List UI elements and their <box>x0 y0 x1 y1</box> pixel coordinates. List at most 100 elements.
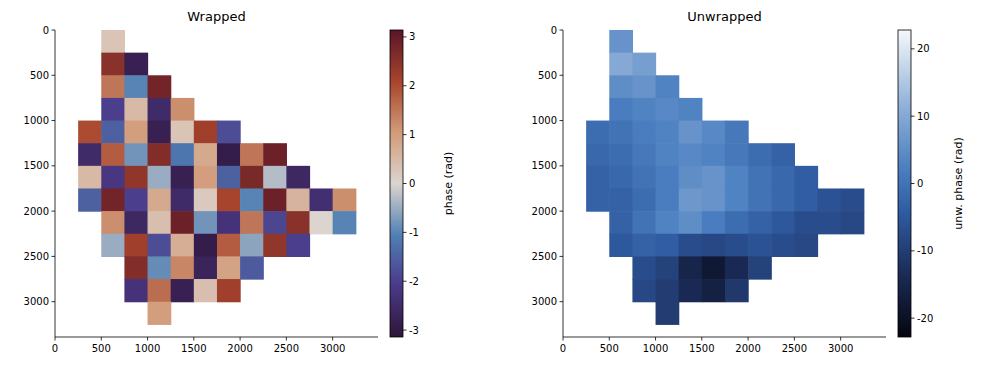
cell <box>148 98 172 121</box>
cell <box>240 234 264 257</box>
cell <box>632 279 656 302</box>
cell <box>101 188 125 211</box>
x-tick-label: 500 <box>600 343 619 354</box>
cell <box>124 75 148 98</box>
cell <box>632 256 656 279</box>
x-tick <box>794 337 795 341</box>
cell <box>101 75 125 98</box>
cell <box>148 234 172 257</box>
x-tick <box>748 337 749 341</box>
cell <box>101 53 125 76</box>
cell <box>748 188 772 211</box>
cell <box>609 30 633 53</box>
cell <box>148 121 172 144</box>
x-tick-label: 1500 <box>689 343 714 354</box>
y-tick-label: 500 <box>538 70 557 81</box>
cell <box>656 143 680 166</box>
colorbar-tick <box>403 36 407 37</box>
cell <box>148 188 172 211</box>
y-tick-label: 3000 <box>24 296 49 307</box>
cell <box>656 302 680 325</box>
cell <box>725 256 749 279</box>
cell <box>679 234 703 257</box>
cell <box>632 143 656 166</box>
y-tick-label: 1500 <box>24 160 49 171</box>
colorbar <box>390 30 403 337</box>
y-tick-label: 1500 <box>532 160 557 171</box>
cell <box>632 166 656 189</box>
cell <box>148 256 172 279</box>
cell <box>679 188 703 211</box>
cell <box>794 166 818 189</box>
y-tick-label: 2000 <box>24 206 49 217</box>
cell <box>171 98 195 121</box>
cell <box>78 166 102 189</box>
x-tick <box>701 337 702 341</box>
x-tick-label: 1000 <box>643 343 668 354</box>
figure: 0 500 1000 1500 2000 2500 3000 0 500 1000 1500 2000… <box>0 0 981 372</box>
cell <box>702 279 726 302</box>
cell <box>286 234 310 257</box>
cell <box>632 188 656 211</box>
cell <box>632 121 656 144</box>
cell <box>217 234 241 257</box>
cell <box>148 279 172 302</box>
y-tick <box>52 75 56 76</box>
x-tick <box>55 337 56 341</box>
heatmap-cells <box>586 30 864 325</box>
cell <box>702 143 726 166</box>
y-tick <box>52 211 56 212</box>
cell <box>656 188 680 211</box>
y-tick-label: 1000 <box>532 115 557 126</box>
colorbar-tick <box>403 281 407 282</box>
cell <box>794 211 818 234</box>
cell <box>725 279 749 302</box>
cell <box>148 75 172 98</box>
x-tick <box>840 337 841 341</box>
y-tick-label: 3000 <box>532 296 557 307</box>
colorbar-tick-label: -1 <box>409 227 419 238</box>
cell <box>632 234 656 257</box>
cell <box>124 53 148 76</box>
x-tick-label: 1500 <box>181 343 206 354</box>
y-tick-label: 2000 <box>532 206 557 217</box>
cell <box>609 121 633 144</box>
y-tick-label: 0 <box>551 25 557 36</box>
cell <box>240 166 264 189</box>
y-tick-label: 2500 <box>24 251 49 262</box>
cell <box>148 143 172 166</box>
y-tick <box>560 301 564 302</box>
cell <box>171 143 195 166</box>
x-tick-label: 3000 <box>828 343 853 354</box>
cell <box>286 188 310 211</box>
y-tick <box>560 256 564 257</box>
title: Unwrapped <box>687 9 761 24</box>
cell <box>656 256 680 279</box>
cell <box>333 188 357 211</box>
colorbar-tick <box>911 250 915 251</box>
x-tick <box>332 337 333 341</box>
x-tick-label: 1000 <box>135 343 160 354</box>
y-tick <box>560 165 564 166</box>
cell <box>586 166 610 189</box>
colorbar-tick <box>911 183 915 184</box>
cell <box>702 166 726 189</box>
cell <box>217 256 241 279</box>
y-tick <box>52 165 56 166</box>
x-tick-label: 0 <box>560 343 566 354</box>
y-tick <box>52 120 56 121</box>
cell <box>124 211 148 234</box>
cell <box>656 121 680 144</box>
cell <box>217 143 241 166</box>
cell <box>656 166 680 189</box>
cell <box>78 143 102 166</box>
cell <box>240 143 264 166</box>
cell <box>586 143 610 166</box>
heatmap-cells <box>78 30 356 325</box>
cell <box>609 143 633 166</box>
x-tick <box>655 337 656 341</box>
cell <box>794 234 818 257</box>
cell <box>725 211 749 234</box>
colorbar-tick-label: -2 <box>409 276 419 287</box>
cell <box>171 234 195 257</box>
